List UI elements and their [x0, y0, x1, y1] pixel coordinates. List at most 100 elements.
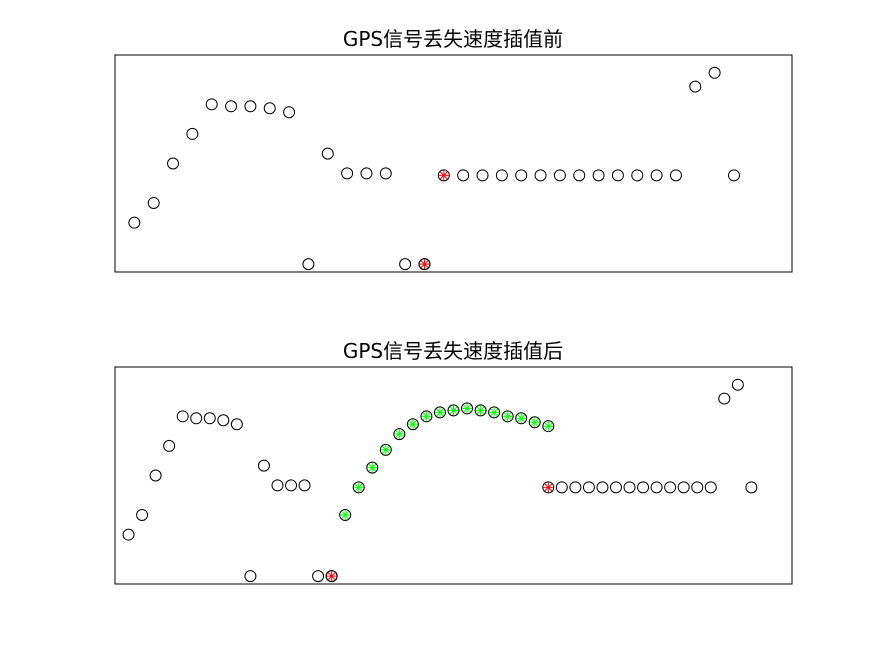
- interpolated-asterisk-marker: [462, 403, 473, 414]
- data-point: [592, 169, 605, 182]
- interpolated-circle: [488, 406, 501, 419]
- data-point: [689, 80, 702, 93]
- data-point: [230, 418, 243, 431]
- interpolated-circle: [501, 410, 514, 423]
- data-point: [244, 570, 257, 583]
- data-point: [609, 481, 622, 494]
- data-point: [149, 469, 162, 482]
- data-point: [341, 167, 354, 180]
- data-point: [298, 479, 311, 492]
- endpoint-circle: [325, 570, 338, 583]
- marks-after: [122, 378, 758, 583]
- data-point: [650, 169, 663, 182]
- data-point: [669, 169, 682, 182]
- interpolated-asterisk-marker: [448, 405, 459, 416]
- data-point: [190, 412, 203, 425]
- data-point: [122, 528, 135, 541]
- interpolated-circle: [406, 418, 419, 431]
- data-point: [555, 481, 568, 494]
- data-point: [205, 98, 218, 111]
- interpolated-circle: [379, 443, 392, 456]
- interpolated-circle: [528, 416, 541, 429]
- interpolated-asterisk-marker: [340, 509, 351, 520]
- data-point: [271, 479, 284, 492]
- data-point: [167, 157, 180, 170]
- data-point: [495, 169, 508, 182]
- interpolated-asterisk-marker: [394, 429, 405, 440]
- data-point: [147, 196, 160, 209]
- interpolated-asterisk-marker: [516, 413, 527, 424]
- data-point: [745, 481, 758, 494]
- data-point: [573, 169, 586, 182]
- data-point: [704, 481, 717, 494]
- data-point: [631, 169, 644, 182]
- endpoint-asterisk-marker: [543, 482, 554, 493]
- interpolated-asterisk-marker: [407, 419, 418, 430]
- endpoint-circle: [542, 481, 555, 494]
- data-point: [136, 508, 149, 521]
- interpolated-circle: [542, 420, 555, 433]
- interpolated-asterisk-marker: [380, 444, 391, 455]
- data-point: [553, 169, 566, 182]
- data-point: [677, 481, 690, 494]
- data-point: [650, 481, 663, 494]
- data-point: [476, 169, 489, 182]
- interpolated-asterisk-marker: [367, 462, 378, 473]
- interpolated-circle: [352, 481, 365, 494]
- interpolated-circle: [474, 404, 487, 417]
- data-point: [360, 167, 373, 180]
- interpolated-circle: [366, 461, 379, 474]
- data-point: [217, 414, 230, 427]
- endpoint-asterisk-marker: [438, 170, 449, 181]
- chart-title-before: GPS信号丢失速度插值前: [343, 27, 563, 51]
- data-point: [731, 378, 744, 391]
- data-point: [582, 481, 595, 494]
- data-point: [611, 169, 624, 182]
- interpolated-asterisk-marker: [489, 407, 500, 418]
- interpolated-circle: [393, 428, 406, 441]
- data-point: [283, 106, 296, 119]
- interpolated-asterisk-marker: [434, 407, 445, 418]
- interpolated-circle: [447, 404, 460, 417]
- data-point: [244, 100, 257, 113]
- marks-before: [128, 66, 740, 271]
- data-point: [718, 392, 731, 405]
- data-point: [302, 258, 315, 271]
- data-point: [312, 570, 325, 583]
- endpoint-circle: [437, 169, 450, 182]
- interpolated-asterisk-marker: [502, 411, 513, 422]
- interpolated-circle: [461, 402, 474, 415]
- data-point: [515, 169, 528, 182]
- data-point: [321, 147, 334, 160]
- data-point: [569, 481, 582, 494]
- data-point: [176, 410, 189, 423]
- data-point: [263, 102, 276, 115]
- subplot-after: GPS信号丢失速度插值后: [114, 339, 793, 585]
- data-point: [664, 481, 677, 494]
- data-point: [257, 459, 270, 472]
- data-point: [596, 481, 609, 494]
- data-point: [623, 481, 636, 494]
- interpolated-asterisk-marker: [421, 411, 432, 422]
- data-point: [128, 216, 141, 229]
- data-point: [691, 481, 704, 494]
- data-point: [203, 412, 216, 425]
- data-point: [186, 127, 199, 140]
- subplot-before: GPS信号丢失速度插值前: [114, 27, 793, 273]
- interpolated-circle: [420, 410, 433, 423]
- data-point: [399, 258, 412, 271]
- interpolated-asterisk-marker: [529, 417, 540, 428]
- interpolated-circle: [339, 508, 352, 521]
- data-point: [708, 66, 721, 79]
- endpoint-circle: [418, 258, 431, 271]
- data-point: [637, 481, 650, 494]
- plot-frame-after: [114, 366, 793, 585]
- data-point: [379, 167, 392, 180]
- interpolated-circle: [433, 406, 446, 419]
- endpoint-asterisk-marker: [419, 259, 430, 270]
- data-point: [534, 169, 547, 182]
- endpoint-asterisk-marker: [326, 571, 337, 582]
- data-point: [225, 100, 238, 113]
- interpolated-asterisk-marker: [353, 482, 364, 493]
